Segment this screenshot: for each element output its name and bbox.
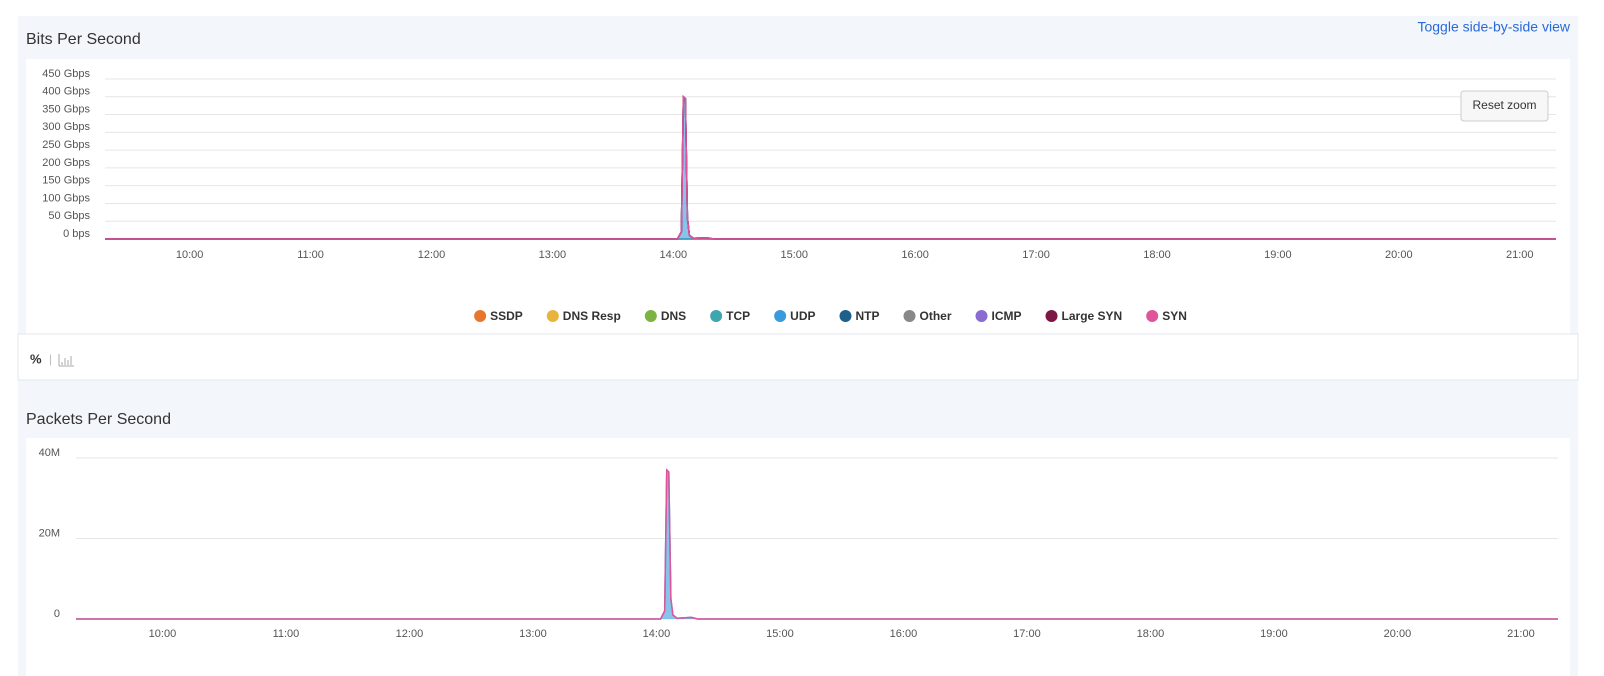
- legend-label: Other: [920, 309, 952, 323]
- x-tick-label: 20:00: [1384, 628, 1412, 640]
- toolbar: [17, 333, 1579, 381]
- x-tick-label: 21:00: [1506, 249, 1534, 261]
- x-tick-label: 14:00: [643, 628, 671, 640]
- x-tick-label: 15:00: [766, 628, 794, 640]
- button-frame[interactable]: [1460, 90, 1549, 122]
- legend-label: NTP: [856, 309, 880, 323]
- legend-marker: [839, 310, 852, 322]
- y-tick-label: 200 Gbps: [42, 157, 90, 169]
- y-tick-label: 150 Gbps: [42, 175, 90, 187]
- y-tick-label: 100 Gbps: [42, 192, 90, 204]
- x-tick-label: 17:00: [1013, 628, 1041, 640]
- y-tick-label: 400 Gbps: [42, 86, 90, 98]
- x-tick-label: 13:00: [539, 249, 567, 261]
- x-tick-label: 14:00: [660, 249, 688, 261]
- y-tick-label: 300 Gbps: [42, 121, 90, 133]
- button-label[interactable]: Reset zoom: [1472, 98, 1536, 112]
- legend-marker: [975, 310, 988, 322]
- legend-label: SSDP: [490, 309, 523, 323]
- legend-label: TCP: [726, 309, 750, 323]
- chart-title: Packets Per Second: [26, 411, 171, 428]
- legend-marker: [474, 310, 487, 322]
- x-tick-label: 11:00: [273, 628, 300, 640]
- chart-card: [26, 438, 1570, 676]
- x-tick-label: 12:00: [396, 628, 424, 640]
- series-line: [76, 468, 1558, 620]
- legend-marker: [1146, 310, 1159, 322]
- legend-marker: [546, 310, 559, 322]
- x-tick-label: 17:00: [1022, 249, 1050, 261]
- legend-marker: [710, 310, 723, 322]
- x-tick-label: 16:00: [890, 628, 918, 640]
- separator: |: [49, 352, 52, 366]
- x-tick-label: 12:00: [418, 249, 446, 261]
- y-tick-label: 40M: [39, 447, 60, 459]
- x-tick-label: 10:00: [176, 249, 204, 261]
- legend-label: ICMP: [992, 309, 1022, 323]
- legend-marker: [644, 310, 657, 322]
- y-tick-label: 50 Gbps: [48, 210, 90, 222]
- toggle-link[interactable]: Toggle side-by-side view: [1417, 19, 1570, 35]
- reset-zoom-button[interactable]: Reset zoom: [1460, 90, 1549, 122]
- x-tick-label: 20:00: [1385, 249, 1413, 261]
- legend-marker: [774, 310, 787, 322]
- legend-label: UDP: [790, 309, 815, 323]
- x-tick-label: 11:00: [297, 249, 324, 261]
- x-tick-label: 18:00: [1143, 249, 1171, 261]
- chart-card: [26, 59, 1570, 334]
- y-tick-label: 450 Gbps: [42, 68, 90, 80]
- legend-label: DNS: [661, 309, 686, 323]
- x-tick-label: 18:00: [1137, 628, 1165, 640]
- x-tick-label: 10:00: [149, 628, 177, 640]
- y-tick-label: 0: [54, 608, 60, 620]
- percent-toggle[interactable]: %: [30, 351, 42, 366]
- y-tick-label: 0 bps: [63, 228, 90, 240]
- x-tick-label: 21:00: [1507, 628, 1535, 640]
- legend-marker: [1045, 310, 1058, 322]
- legend-label: DNS Resp: [563, 309, 621, 323]
- x-tick-label: 19:00: [1264, 249, 1292, 261]
- chart-title: Bits Per Second: [26, 31, 141, 48]
- x-tick-label: 13:00: [519, 628, 547, 640]
- y-tick-label: 20M: [39, 527, 60, 539]
- x-tick-label: 15:00: [780, 249, 808, 261]
- x-tick-label: 19:00: [1260, 628, 1288, 640]
- legend-marker: [903, 310, 916, 322]
- x-tick-label: 16:00: [901, 249, 929, 261]
- legend-label: Large SYN: [1062, 309, 1123, 323]
- legend-label: SYN: [1162, 309, 1187, 323]
- y-tick-label: 250 Gbps: [42, 139, 90, 151]
- y-tick-label: 350 Gbps: [42, 103, 90, 115]
- bar-chart-icon[interactable]: [58, 354, 74, 367]
- series-line: [105, 95, 1556, 240]
